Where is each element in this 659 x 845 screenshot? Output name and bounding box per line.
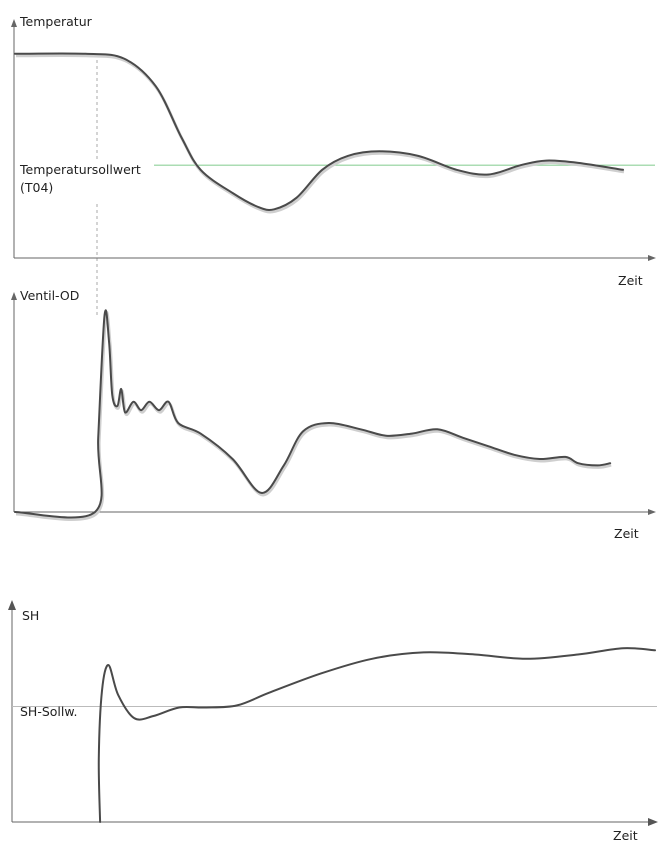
superheat-y-arrow (8, 600, 16, 610)
temperature-curve (14, 52, 624, 211)
superheat-curve (97, 647, 656, 823)
superheat-setpoint-label: SH-Sollw. (20, 704, 77, 719)
temperature-setpoint-label-bg (18, 160, 154, 204)
superheat-x-label: Zeit (613, 828, 638, 843)
temperature-setpoint-code: (T04) (20, 180, 53, 195)
temperature-x-arrow (648, 255, 656, 261)
temperature-setpoint-label: Temperatursollwert (19, 162, 141, 177)
temperature-chart: Temperatur Zeit Temperatursollwert (T04) (11, 14, 656, 288)
valve-chart: Ventil-OD Zeit (11, 288, 656, 541)
temperature-x-label: Zeit (618, 273, 643, 288)
superheat-x-arrow (648, 818, 658, 826)
superheat-y-label: SH (22, 608, 39, 623)
valve-x-label: Zeit (614, 526, 639, 541)
superheat-chart: SH Zeit SH-Sollw. (8, 600, 658, 843)
valve-y-label: Ventil-OD (20, 288, 79, 303)
valve-curve (14, 309, 612, 519)
valve-x-arrow (648, 509, 656, 515)
valve-curve-shadow (15, 311, 612, 521)
temperature-y-label: Temperatur (19, 14, 93, 29)
temperature-y-arrow (11, 19, 17, 27)
valve-y-arrow (11, 292, 17, 300)
